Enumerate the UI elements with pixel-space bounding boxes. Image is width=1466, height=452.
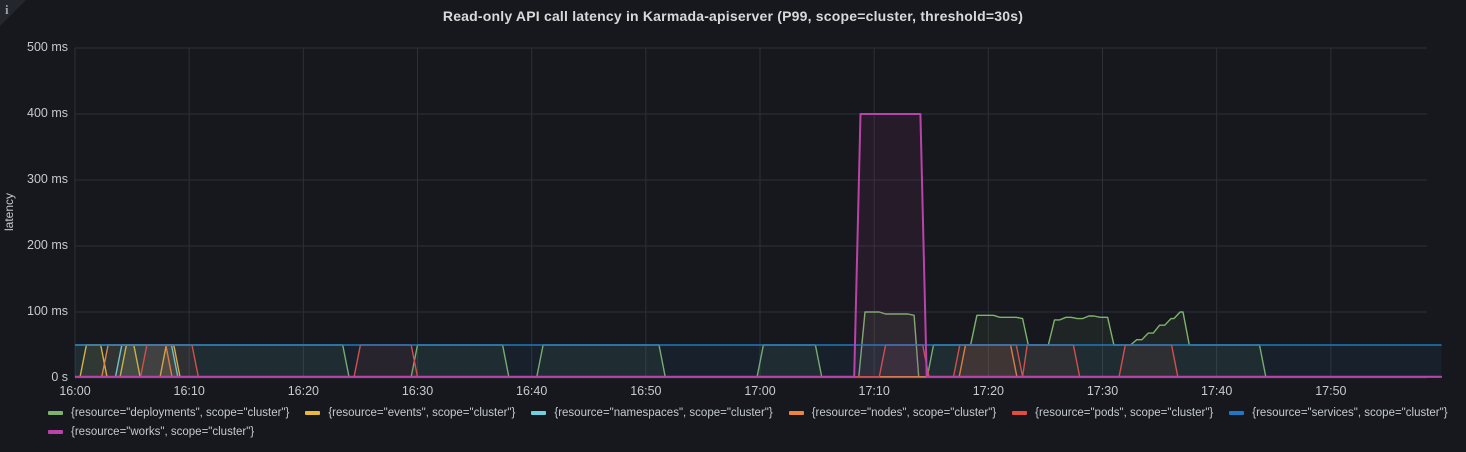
y-tick-label: 0 s (51, 370, 68, 384)
x-tick-label: 17:00 (744, 384, 776, 398)
legend-row: {resource="deployments", scope="cluster"… (48, 407, 1462, 419)
legend-swatch-pods (1012, 411, 1028, 415)
x-tick-label: 16:20 (287, 384, 319, 398)
legend-swatch-works (48, 430, 63, 434)
series-deployments-fill (75, 312, 1442, 378)
y-tick-label: 100 ms (27, 304, 68, 318)
x-tick-label: 16:40 (516, 384, 548, 398)
legend-label: {resource="namespaces", scope="cluster"} (554, 407, 773, 419)
legend-label: {resource="nodes", scope="cluster"} (811, 407, 997, 419)
series-pods-fill (75, 345, 1442, 378)
legend-item-events[interactable]: {resource="events", scope="cluster"} (305, 407, 515, 419)
series-works-line (75, 113, 1442, 378)
x-tick-label: 17:10 (858, 384, 890, 398)
panel-title[interactable]: Read-only API call latency in Karmada-ap… (442, 8, 1024, 24)
legend-label: {resource="events", scope="cluster"} (328, 407, 516, 419)
legend-swatch-services (1229, 411, 1245, 415)
x-tick-label: 16:30 (401, 384, 434, 398)
legend-label: {resource="deployments", scope="cluster"… (71, 407, 290, 419)
legend-item-namespaces[interactable]: {resource="namespaces", scope="cluster"} (531, 407, 773, 419)
y-axis-label: latency (2, 192, 16, 232)
legend-swatch-deployments (48, 411, 63, 415)
y-tick-label: 500 ms (27, 40, 68, 54)
x-tick-label: 17:50 (1315, 384, 1347, 398)
x-tick-label: 16:00 (59, 384, 91, 398)
x-tick-label: 17:20 (972, 384, 1004, 398)
legend-row: {resource="works", scope="cluster"} (48, 426, 1462, 438)
legend-swatch-nodes (788, 411, 804, 415)
x-tick-label: 16:50 (630, 384, 662, 398)
x-tick-label: 17:40 (1201, 384, 1233, 398)
legend-label: {resource="works", scope="cluster"} (71, 426, 255, 438)
legend-label: {resource="pods", scope="cluster"} (1035, 407, 1214, 419)
legend-item-pods[interactable]: {resource="pods", scope="cluster"} (1012, 407, 1213, 419)
chart-svg (74, 47, 1442, 379)
y-tick-label: 400 ms (27, 106, 68, 120)
legend-item-services[interactable]: {resource="services", scope="cluster"} (1229, 407, 1448, 419)
series-services-fill (75, 345, 1442, 378)
x-tick-label: 17:30 (1086, 384, 1119, 398)
legend-item-works[interactable]: {resource="works", scope="cluster"} (48, 426, 254, 438)
info-icon[interactable]: i (5, 2, 9, 17)
legend-label: {resource="services", scope="cluster"} (1252, 407, 1448, 419)
legend-swatch-events (305, 411, 321, 415)
x-tick-label: 16:10 (173, 384, 205, 398)
plot-area[interactable] (74, 47, 1445, 379)
legend: {resource="deployments", scope="cluster"… (48, 407, 1462, 445)
panel-info-corner (0, 0, 26, 26)
legend-swatch-namespaces (531, 411, 547, 415)
legend-item-nodes[interactable]: {resource="nodes", scope="cluster"} (788, 407, 997, 419)
y-tick-label: 200 ms (27, 238, 68, 252)
legend-item-deployments[interactable]: {resource="deployments", scope="cluster"… (48, 407, 289, 419)
series-deployments-line (75, 311, 1442, 378)
y-tick-label: 300 ms (27, 172, 68, 186)
